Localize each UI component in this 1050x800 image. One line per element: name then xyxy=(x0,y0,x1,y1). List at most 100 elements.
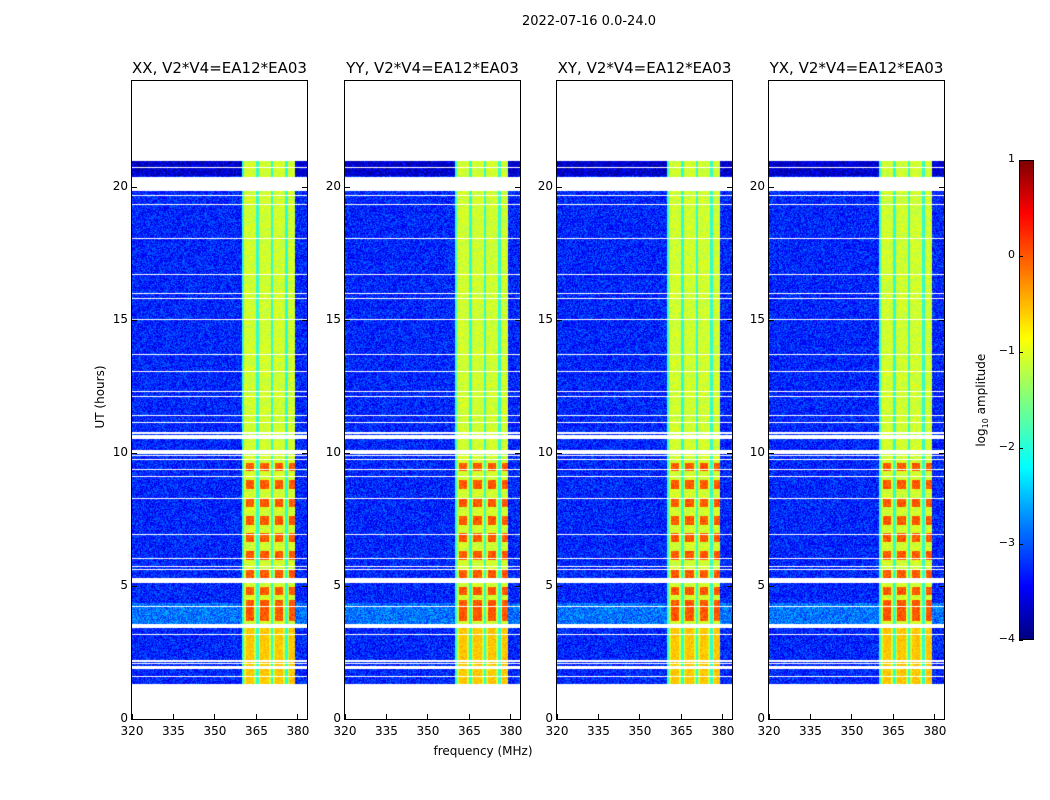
colorbar-tick xyxy=(1019,352,1023,353)
x-tick-label: 350 xyxy=(840,724,864,738)
x-tick xyxy=(214,714,216,719)
x-tick-label: 320 xyxy=(757,724,781,738)
colorbar xyxy=(1019,160,1034,640)
panel-title: XX, V2*V4=EA12*EA03 xyxy=(132,59,307,77)
panel-title: XY, V2*V4=EA12*EA03 xyxy=(557,59,732,77)
y-tick-label: 10 xyxy=(325,445,341,460)
y-tick-label: 20 xyxy=(749,179,765,194)
x-tick-label: 350 xyxy=(628,724,652,738)
colorbar-label-log: log xyxy=(973,428,988,447)
y-tick xyxy=(939,320,944,322)
colorbar-tick xyxy=(1019,448,1023,449)
x-tick xyxy=(385,714,387,719)
y-tick-label: 10 xyxy=(537,445,553,460)
x-tick-label: 380 xyxy=(711,724,735,738)
x-tick-label: 380 xyxy=(286,724,310,738)
y-tick xyxy=(557,320,562,322)
y-tick xyxy=(939,719,944,720)
y-tick xyxy=(302,187,307,189)
x-tick xyxy=(722,714,724,719)
x-axis-label: frequency (MHz) xyxy=(433,744,533,758)
x-tick xyxy=(510,714,512,719)
x-tick-label: 320 xyxy=(333,724,357,738)
y-tick xyxy=(727,586,732,588)
y-tick xyxy=(302,320,307,322)
y-tick xyxy=(132,187,137,189)
y-tick-label: 5 xyxy=(120,578,128,593)
x-tick-label: 380 xyxy=(499,724,523,738)
x-tick-label: 365 xyxy=(882,724,905,738)
waterfall-heatmap xyxy=(769,81,944,719)
y-tick xyxy=(939,187,944,189)
x-tick xyxy=(172,714,174,719)
panel-title: YX, V2*V4=EA12*EA03 xyxy=(769,59,944,77)
y-tick xyxy=(302,719,307,720)
panel-title: YY, V2*V4=EA12*EA03 xyxy=(346,59,519,77)
x-tick xyxy=(255,714,257,719)
y-tick xyxy=(727,320,732,322)
x-tick-label: 350 xyxy=(203,724,227,738)
y-tick-label: 10 xyxy=(749,445,765,460)
y-tick xyxy=(132,719,137,720)
colorbar-tick-label: −2 xyxy=(998,440,1015,453)
x-tick xyxy=(556,714,558,719)
y-tick xyxy=(939,453,944,455)
y-tick-label: 20 xyxy=(112,179,128,194)
x-tick xyxy=(597,714,599,719)
y-tick-label: 15 xyxy=(749,312,765,327)
colorbar-tick-label: 0 xyxy=(1008,248,1015,261)
y-tick xyxy=(769,187,774,189)
y-tick xyxy=(515,719,520,720)
x-tick xyxy=(892,714,894,719)
y-tick-label: 15 xyxy=(325,312,341,327)
y-tick xyxy=(345,719,350,720)
y-tick xyxy=(939,586,944,588)
x-tick xyxy=(131,714,133,719)
colorbar-tick xyxy=(1019,160,1023,161)
x-tick xyxy=(851,714,853,719)
y-tick xyxy=(132,586,137,588)
x-tick-label: 365 xyxy=(245,724,268,738)
x-tick xyxy=(680,714,682,719)
y-tick xyxy=(557,187,562,189)
colorbar-tick xyxy=(1019,640,1023,641)
waterfall-heatmap xyxy=(557,81,732,719)
y-tick xyxy=(132,453,137,455)
y-tick xyxy=(557,453,562,455)
x-tick-label: 335 xyxy=(162,724,185,738)
x-tick xyxy=(768,714,770,719)
y-tick xyxy=(302,453,307,455)
y-axis-label: UT (hours) xyxy=(93,365,107,429)
x-tick xyxy=(297,714,299,719)
y-tick xyxy=(345,453,350,455)
x-tick xyxy=(344,714,346,719)
y-tick xyxy=(769,586,774,588)
panel-1: XX, V2*V4=EA12*EA03 320 335 350 365 380 0 5 10 15… xyxy=(113,59,310,738)
y-tick-label: 15 xyxy=(112,312,128,327)
waterfall-heatmap xyxy=(345,81,520,719)
y-tick xyxy=(345,586,350,588)
y-tick xyxy=(727,453,732,455)
y-tick xyxy=(345,187,350,189)
y-tick xyxy=(515,586,520,588)
y-tick xyxy=(769,320,774,322)
y-tick-label: 0 xyxy=(545,711,553,725)
colorbar-tick-label: 1 xyxy=(1008,152,1015,165)
y-tick-label: 20 xyxy=(325,179,341,194)
x-tick-label: 350 xyxy=(416,724,440,738)
y-tick-label: 0 xyxy=(333,711,341,725)
waterfall-heatmap xyxy=(132,81,307,719)
x-tick xyxy=(639,714,641,719)
colorbar-label: log10 amplitude xyxy=(974,340,990,460)
y-tick-label: 10 xyxy=(112,445,128,460)
x-tick xyxy=(934,714,936,719)
colorbar-tick-label: −3 xyxy=(998,536,1015,549)
y-tick xyxy=(132,320,137,322)
y-tick xyxy=(727,187,732,189)
colorbar-label-rest: amplitude xyxy=(973,353,988,419)
y-tick-label: 5 xyxy=(757,578,765,593)
x-tick-label: 365 xyxy=(670,724,693,738)
panel-3: XY, V2*V4=EA12*EA03 320 335 350 365 380 0 5 10 15… xyxy=(538,59,735,738)
x-tick-label: 335 xyxy=(587,724,610,738)
colorbar-label-sub: 10 xyxy=(981,418,991,429)
